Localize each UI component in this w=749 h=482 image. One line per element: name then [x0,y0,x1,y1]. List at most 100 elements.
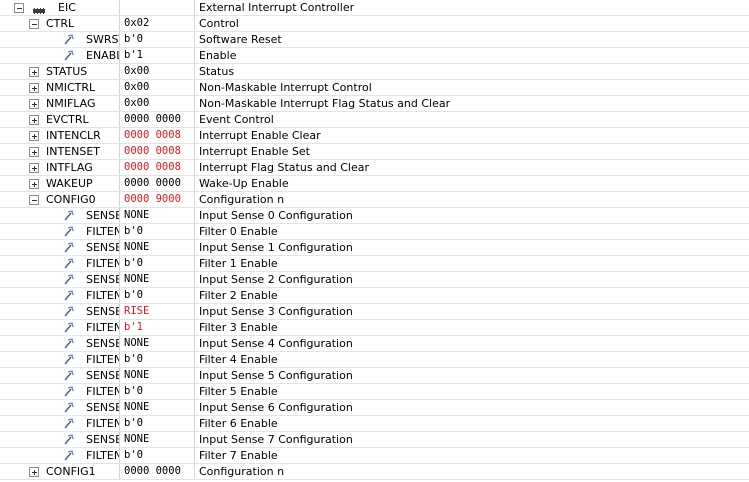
value-cell[interactable]: 0000 0008 [124,129,181,141]
value-cell[interactable]: NONE [124,241,150,253]
peripheral-row-eic[interactable]: EIC External Interrupt Controller [0,0,749,16]
expand-icon[interactable] [29,147,39,157]
field-row-sense[interactable]: SENSE NONE Input Sense 0 Configuration [0,208,749,224]
column-divider [119,416,120,431]
description-cell: Interrupt Enable Clear [199,129,321,142]
register-row-config0[interactable]: CONFIG0 0000 9000 Configuration n [0,192,749,208]
value-cell[interactable]: b'0 [124,289,143,301]
field-row-filten[interactable]: FILTEN b'0 Filter 5 Enable [0,384,749,400]
field-row-filten[interactable]: FILTEN b'0 Filter 1 Enable [0,256,749,272]
register-row-nmiflag[interactable]: NMIFLAG 0x00 Non-Maskable Interrupt Flag S… [0,96,749,112]
field-row-filten[interactable]: FILTEN b'1 Filter 3 Enable [0,320,749,336]
expand-icon[interactable] [29,179,39,189]
field-row-swrst[interactable]: SWRST b'0 Software Reset [0,32,749,48]
register-row-evctrl[interactable]: EVCTRL 0000 0000 Event Control [0,112,749,128]
value-cell[interactable]: 0x02 [124,17,150,29]
value-cell[interactable]: b'0 [124,257,143,269]
description-cell: Input Sense 4 Configuration [199,337,353,350]
column-divider [194,144,195,159]
bitfield-icon [63,434,74,445]
value-cell[interactable]: NONE [124,273,150,285]
register-row-intenset[interactable]: INTENSET 0000 0008 Interrupt Enable Set [0,144,749,160]
column-divider [119,352,120,367]
field-row-filten[interactable]: FILTEN b'0 Filter 2 Enable [0,288,749,304]
register-name: EVCTRL [46,113,89,126]
expand-icon[interactable] [29,467,39,477]
register-row-config1[interactable]: CONFIG1 0000 0000 Configuration n [0,464,749,480]
value-cell[interactable]: b'0 [124,225,143,237]
column-divider [194,320,195,335]
value-cell[interactable]: 0000 0008 [124,145,181,157]
expand-icon[interactable] [29,67,39,77]
column-divider [119,192,120,207]
expand-icon[interactable] [29,99,39,109]
expand-icon[interactable] [29,83,39,93]
value-cell[interactable]: 0000 9000 [124,193,181,205]
value-cell[interactable]: NONE [124,433,150,445]
value-cell[interactable]: RISE [124,305,150,317]
name-cell: SENSE [0,368,119,383]
value-cell[interactable]: 0000 0008 [124,161,181,173]
name-cell: ENABL [0,48,119,63]
field-row-sense[interactable]: SENSE RISE Input Sense 3 Configuration [0,304,749,320]
field-row-sense[interactable]: SENSE NONE Input Sense 6 Configuration [0,400,749,416]
value-cell[interactable]: b'0 [124,353,143,365]
column-divider [194,336,195,351]
value-cell[interactable]: NONE [124,337,150,349]
collapse-icon[interactable] [14,3,24,13]
value-cell[interactable]: NONE [124,369,150,381]
column-divider [119,384,120,399]
field-row-enabl[interactable]: ENABL b'1 Enable [0,48,749,64]
bitfield-icon [63,354,74,365]
description-cell: Filter 4 Enable [199,353,278,366]
field-row-filten[interactable]: FILTEN b'0 Filter 4 Enable [0,352,749,368]
value-cell[interactable]: b'0 [124,449,143,461]
collapse-icon[interactable] [29,19,39,29]
register-name: NMICTRL [46,81,96,94]
register-row-status[interactable]: STATUS 0x00 Status [0,64,749,80]
expand-icon[interactable] [29,131,39,141]
description-cell: External Interrupt Controller [199,1,355,14]
expand-icon[interactable] [29,115,39,125]
value-cell[interactable]: 0000 0000 [124,465,181,477]
value-cell[interactable]: b'1 [124,321,143,333]
value-cell[interactable]: 0x00 [124,81,150,93]
collapse-icon[interactable] [29,195,39,205]
field-row-sense[interactable]: SENSE NONE Input Sense 4 Configuration [0,336,749,352]
register-row-intflag[interactable]: INTFLAG 0000 0008 Interrupt Flag Status an… [0,160,749,176]
bitfield-icon [63,274,74,285]
field-row-filten[interactable]: FILTEN b'0 Filter 6 Enable [0,416,749,432]
value-cell[interactable]: NONE [124,209,150,221]
value-cell[interactable]: NONE [124,401,150,413]
field-row-filten[interactable]: FILTEN b'0 Filter 0 Enable [0,224,749,240]
field-row-sense[interactable]: SENSE NONE Input Sense 7 Configuration [0,432,749,448]
register-row-nmictrl[interactable]: NMICTRL 0x00 Non-Maskable Interrupt Contro… [0,80,749,96]
register-name: INTFLAG [46,161,93,174]
expand-icon[interactable] [29,163,39,173]
bitfield-icon [63,386,74,397]
field-row-sense[interactable]: SENSE NONE Input Sense 5 Configuration [0,368,749,384]
field-row-filten[interactable]: FILTEN b'0 Filter 7 Enable [0,448,749,464]
value-cell[interactable]: b'0 [124,417,143,429]
value-cell[interactable]: 0x00 [124,97,150,109]
field-name: FILTEN [86,417,119,430]
column-divider [119,176,120,191]
register-row-wakeup[interactable]: WAKEUP 0000 0000 Wake-Up Enable [0,176,749,192]
value-cell[interactable] [124,0,194,15]
bitfield-icon [63,402,74,413]
column-divider [194,304,195,319]
name-cell: FILTEN [0,320,119,335]
register-row-ctrl[interactable]: CTRL 0x02 Control [0,16,749,32]
description-cell: Filter 5 Enable [199,385,278,398]
field-row-sense[interactable]: SENSE NONE Input Sense 2 Configuration [0,272,749,288]
value-cell[interactable]: b'0 [124,33,143,45]
value-cell[interactable]: 0000 0000 [124,113,181,125]
value-cell[interactable]: b'1 [124,49,143,61]
name-cell: FILTEN [0,352,119,367]
register-row-intenclr[interactable]: INTENCLR 0000 0008 Interrupt Enable Clear [0,128,749,144]
value-cell[interactable]: 0000 0000 [124,177,181,189]
value-cell[interactable]: b'0 [124,385,143,397]
field-row-sense[interactable]: SENSE NONE Input Sense 1 Configuration [0,240,749,256]
column-divider [194,112,195,127]
value-cell[interactable]: 0x00 [124,65,150,77]
